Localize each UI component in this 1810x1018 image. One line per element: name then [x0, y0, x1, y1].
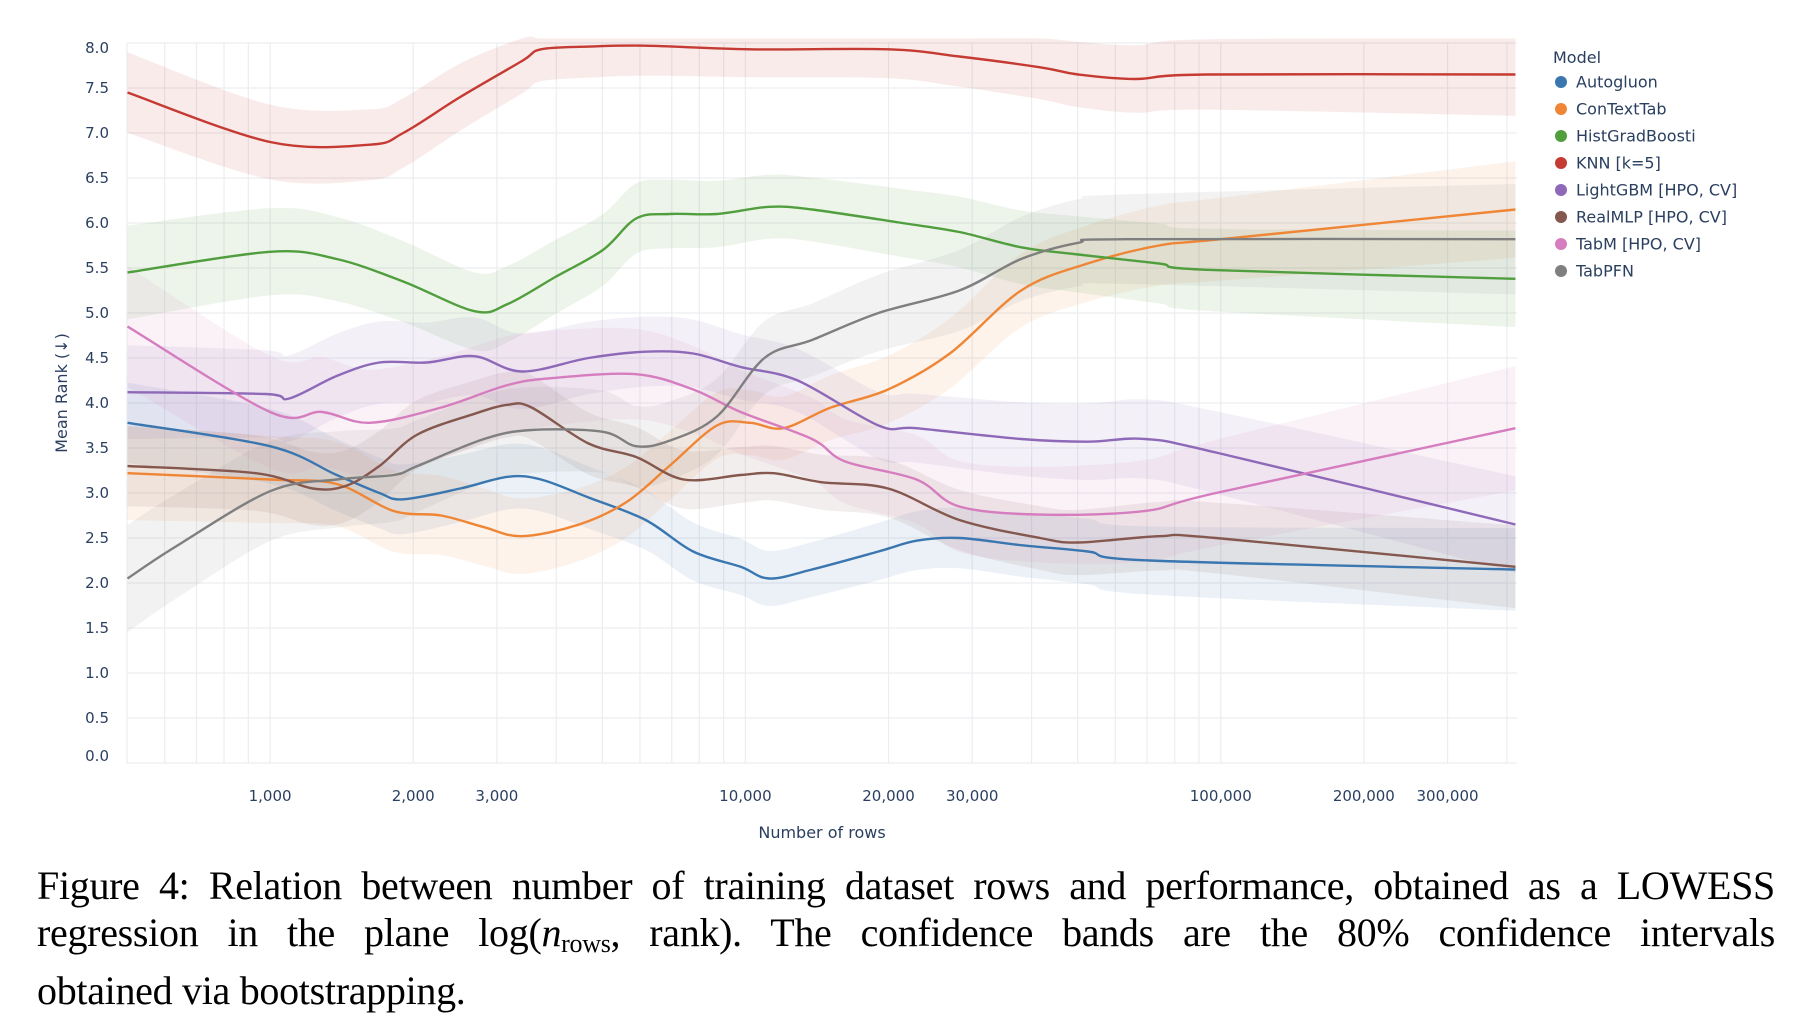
line-knn-k-5	[127, 44, 1516, 149]
band-contexttab	[127, 161, 1516, 575]
y-tick-label: 7.0	[85, 124, 109, 142]
legend: Model Autogluon ConTextTab HistGradBoosti K…	[1553, 48, 1737, 281]
series-lines	[126, 44, 1516, 580]
x-tick-label: 30,000	[946, 787, 999, 805]
legend-marker-contexttab	[1555, 103, 1567, 115]
legend-label-tabm-hpo-cv: TabM [HPO, CV]	[1575, 235, 1701, 254]
y-tick-label: 6.5	[85, 169, 109, 187]
caption-math-var: n	[541, 910, 562, 955]
band-tabpfn	[127, 184, 1516, 633]
legend-title: Model	[1553, 48, 1601, 67]
x-axis-title: Number of rows	[758, 823, 885, 842]
legend-marker-autogluon	[1555, 76, 1567, 88]
legend-marker-tabpfn	[1555, 265, 1567, 277]
legend-marker-histgradboosti	[1555, 130, 1567, 142]
y-tick-label: 5.5	[85, 259, 109, 277]
y-tick-label: 2.0	[85, 574, 109, 592]
figure-caption: Figure 4: Relation between number of tra…	[37, 862, 1775, 1014]
legend-label-contexttab: ConTextTab	[1576, 100, 1667, 119]
y-tick-label: 8.0	[85, 39, 109, 57]
band-tabm-hpo-cv	[127, 266, 1516, 564]
y-tick-label: 1.5	[85, 619, 109, 637]
y-tick-label: 0.5	[85, 709, 109, 727]
line-tabm-hpo-cv	[126, 325, 1516, 517]
line-histgradboosti	[127, 205, 1516, 314]
legend-label-tabpfn: TabPFN	[1575, 262, 1634, 281]
caption-line-1: Figure 4: Relation between number of tra…	[37, 863, 1775, 908]
legend-label-realmlp-hpo-cv: RealMLP [HPO, CV]	[1576, 208, 1727, 227]
y-tick-label: 7.5	[85, 79, 109, 97]
x-axis-ticks: 1,000 2,000 3,000 10,000 20,000 30,000 100,000…	[249, 787, 1479, 805]
y-tick-label: 4.0	[85, 394, 109, 412]
band-knn-k-5	[127, 36, 1516, 184]
x-tick-label: 3,000	[475, 787, 518, 805]
y-tick-label: 5.0	[85, 304, 109, 322]
legend-label-histgradboosti: HistGradBoosti	[1576, 127, 1696, 146]
band-realmlp-hpo-cv	[127, 370, 1516, 609]
band-autogluon	[127, 382, 1516, 611]
caption-math-sub: rows	[561, 929, 611, 958]
lowess-rank-chart: 0.0 0.5 1.0 1.5 2.0 2.5 3.0 3.5 4.0 4.5 5.0 5.5 6.0 6…	[52, 36, 1737, 842]
y-tick-label: 2.5	[85, 529, 109, 547]
x-tick-label: 100,000	[1190, 787, 1252, 805]
confidence-bands	[127, 36, 1516, 633]
y-tick-label: 1.0	[85, 664, 109, 682]
x-tick-label: 20,000	[862, 787, 915, 805]
line-contexttab	[127, 208, 1516, 538]
caption-line-2-post: , rank). The confidence bands are the 80…	[610, 910, 1776, 955]
y-tick-label: 0.0	[85, 747, 109, 765]
legend-marker-realmlp-hpo-cv	[1555, 211, 1567, 223]
y-tick-label: 3.0	[85, 484, 109, 502]
y-tick-label: 6.0	[85, 214, 109, 232]
legend-label-knn-k-5: KNN [k=5]	[1576, 154, 1661, 173]
y-axis-ticks: 0.0 0.5 1.0 1.5 2.0 2.5 3.0 3.5 4.0 4.5 5.0 5.5 6.0 6…	[85, 39, 109, 765]
line-tabpfn	[126, 237, 1516, 580]
legend-label-lightgbm-hpo-cv: LightGBM [HPO, CV]	[1576, 181, 1737, 200]
band-histgradboosti	[127, 174, 1516, 352]
caption-line-2-pre: regression in the plane log(	[37, 910, 542, 955]
x-tick-label: 200,000	[1333, 787, 1395, 805]
caption-line-3: obtained via bootstrapping.	[37, 968, 466, 1013]
y-tick-label: 3.5	[85, 439, 109, 457]
x-tick-label: 2,000	[392, 787, 435, 805]
legend-marker-lightgbm-hpo-cv	[1555, 184, 1567, 196]
grid	[126, 42, 1517, 764]
line-lightgbm-hpo-cv	[127, 350, 1516, 526]
legend-marker-tabm-hpo-cv	[1555, 238, 1567, 250]
x-tick-label: 1,000	[249, 787, 292, 805]
legend-label-autogluon: Autogluon	[1576, 73, 1658, 92]
band-lightgbm-hpo-cv	[127, 316, 1516, 573]
x-tick-label: 300,000	[1417, 787, 1479, 805]
legend-marker-knn-k-5	[1555, 157, 1567, 169]
y-tick-label: 4.5	[85, 349, 109, 367]
line-autogluon	[127, 421, 1516, 580]
y-axis-title: Mean Rank (↓)	[52, 333, 71, 453]
caption-line-2: regression in the plane log(nrows, rank)…	[37, 909, 1775, 967]
x-tick-label: 10,000	[719, 787, 772, 805]
